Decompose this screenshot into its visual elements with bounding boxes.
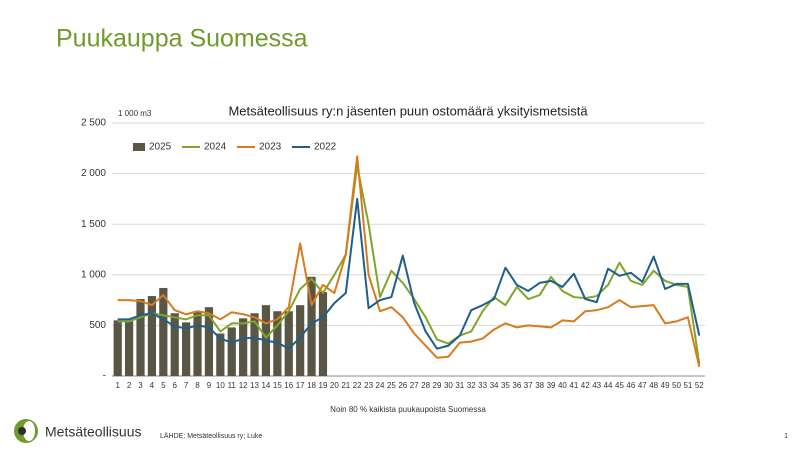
x-tick-label: 8	[195, 381, 200, 390]
y-tick-label: 2 000	[81, 168, 106, 179]
x-tick-label: 38	[535, 381, 544, 390]
x-tick-label: 13	[250, 381, 259, 390]
x-tick-label: 30	[444, 381, 453, 390]
x-tick-label: 49	[661, 381, 670, 390]
x-tick-label: 46	[626, 381, 635, 390]
x-tick-label: 27	[410, 381, 419, 390]
x-tick-label: 24	[376, 381, 385, 390]
bar	[296, 305, 305, 376]
x-tick-label: 7	[184, 381, 189, 390]
x-tick-label: 51	[683, 381, 692, 390]
x-tick-label: 47	[638, 381, 647, 390]
x-tick-label: 15	[273, 381, 282, 390]
bar	[136, 299, 145, 376]
x-tick-label: 2	[127, 381, 132, 390]
logo-text: Metsäteollisuus	[45, 424, 142, 440]
x-tick-label: 16	[284, 381, 293, 390]
legend-label: 2024	[204, 142, 227, 153]
y-tick-label: 2 500	[81, 118, 106, 129]
x-tick-label: 45	[615, 381, 624, 390]
bar	[227, 327, 236, 376]
x-tick-label: 33	[478, 381, 487, 390]
x-tick-label: 41	[569, 381, 578, 390]
x-tick-label: 32	[467, 381, 476, 390]
bar	[182, 322, 191, 376]
x-tick-label: 9	[207, 381, 212, 390]
line-series	[117, 155, 701, 368]
line-series	[117, 164, 701, 365]
legend-swatch	[133, 143, 145, 151]
x-tick-label: 22	[353, 381, 362, 390]
bar	[284, 311, 293, 376]
bar	[216, 333, 225, 376]
x-tick-label: 35	[501, 381, 510, 390]
x-tick-label: 3	[138, 381, 143, 390]
x-tick-label: 39	[547, 381, 556, 390]
bar	[159, 287, 168, 376]
x-tick-label: 36	[512, 381, 521, 390]
x-tick-label: 14	[261, 381, 270, 390]
bar	[239, 318, 248, 376]
x-tick-label: 50	[672, 381, 681, 390]
slide-heading: Puukauppa Suomessa	[56, 25, 308, 53]
x-tick-label: 12	[239, 381, 248, 390]
x-tick-label: 23	[364, 381, 373, 390]
x-tick-label: 20	[330, 381, 339, 390]
legend-label: 2022	[314, 142, 337, 153]
x-tick-label: 25	[387, 381, 396, 390]
legend-label: 2023	[259, 142, 282, 153]
y-tick-label: -	[103, 371, 106, 382]
bar	[318, 292, 328, 376]
y-tick-label: 1 000	[81, 269, 106, 280]
bar	[250, 313, 259, 376]
x-tick-label: 21	[341, 381, 350, 390]
x-tick-label: 40	[558, 381, 567, 390]
x-tick-label: 18	[307, 381, 316, 390]
x-tick-label: 52	[695, 381, 704, 390]
bar	[113, 320, 122, 376]
source: LÄHDE: Metsäteollisuus ry; Luke	[160, 432, 262, 440]
x-tick-label: 44	[604, 381, 613, 390]
x-tick-label: 42	[581, 381, 590, 390]
x-tick-label: 5	[161, 381, 166, 390]
x-tick-label: 34	[490, 381, 499, 390]
x-tick-label: 6	[172, 381, 177, 390]
bar	[170, 313, 179, 376]
bar	[147, 296, 157, 376]
x-tick-label: 10	[216, 381, 225, 390]
x-tick-label: 37	[524, 381, 533, 390]
x-tick-label: 29	[433, 381, 442, 390]
bar	[307, 276, 316, 376]
legend-label: 2025	[149, 142, 172, 153]
x-tick-label: 43	[592, 381, 601, 390]
logo-icon	[14, 419, 38, 443]
x-tick-label: 48	[649, 381, 658, 390]
y-tick-label: 500	[89, 320, 106, 331]
x-tick-label: 1	[115, 381, 120, 390]
x-tick-label: 28	[421, 381, 430, 390]
chart-title: Metsäteollisuus ry:n jäsenten puun ostom…	[228, 103, 588, 118]
bar	[193, 311, 202, 376]
x-tick-label: 4	[150, 381, 155, 390]
x-tick-label: 19	[319, 381, 328, 390]
y-tick-label: 1 500	[81, 219, 106, 230]
x-tick-label: 11	[228, 381, 237, 390]
x-tick-label: 31	[455, 381, 464, 390]
bar	[204, 307, 214, 376]
y-unit: 1 000 m3	[118, 109, 152, 118]
line-series	[117, 197, 701, 350]
x-axis-label: Noin 80 % kaikista puukaupoista Suomessa	[330, 405, 486, 414]
bar	[125, 321, 134, 376]
x-tick-label: 17	[296, 381, 305, 390]
x-tick-label: 26	[398, 381, 407, 390]
page-number: 1	[784, 433, 788, 440]
